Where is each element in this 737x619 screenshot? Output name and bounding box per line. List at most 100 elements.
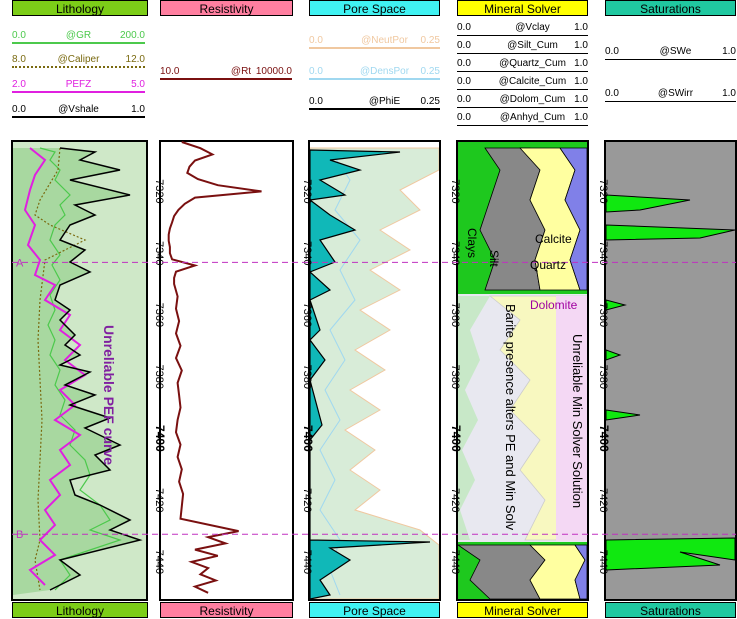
depth-tick-label: 7380 [153, 364, 165, 388]
depth-tick-label: 7420 [153, 488, 165, 512]
resistivity-plot [161, 142, 292, 599]
depth-tick-label: 7400 [153, 425, 167, 452]
lithology-plot [13, 142, 146, 599]
vshale-max: 1.0 [131, 104, 145, 115]
depth-tick-label: 7380 [597, 364, 609, 388]
caliper-min: 8.0 [12, 54, 26, 65]
curve-header-gr: 0.0 @GR 200.0 [12, 30, 145, 44]
depth-tick-label: 7320 [153, 179, 165, 203]
depth-tick-label: 7440 [449, 550, 461, 574]
depth-tick-label: 7440 [597, 550, 609, 574]
gr-min: 0.0 [12, 30, 26, 41]
curve-header-pefz: 2.0 PEFZ 5.0 [12, 79, 145, 93]
min-annotation-right: Unreliable Min Solver Solution [570, 334, 585, 508]
clays-label: Clays [465, 228, 479, 258]
min-annotation-left: Barite presence alters PE and Min Solv [503, 304, 518, 531]
lith-annotation: Unreliable PEF curve [101, 325, 117, 465]
gr-curve [39, 147, 122, 591]
silt-label: Silt [487, 250, 501, 267]
phie-min: 0.0 [309, 96, 323, 107]
depth-tick-label: 7360 [301, 303, 313, 327]
quartz-label: Quartz [530, 258, 566, 272]
phie-name: @PhiE [368, 96, 401, 107]
depth-tick-label: 7360 [153, 303, 165, 327]
mineral-plot [458, 142, 587, 599]
depth-tick-label: 7420 [449, 488, 461, 512]
pefz-name: PEFZ [65, 79, 92, 90]
curve-header-anhyd: 0.0 @Anhyd_Cum 1.0 [457, 112, 588, 126]
footer-saturations: Saturations [605, 602, 736, 618]
swirr-name: @SWirr [657, 88, 694, 99]
footer-mineral-solver: Mineral Solver [457, 602, 588, 618]
silt-name: @Silt_Cum [507, 40, 558, 51]
vclay-min: 0.0 [457, 22, 471, 33]
header-resistivity: Resistivity [160, 0, 293, 16]
pefz-max: 5.0 [131, 79, 145, 90]
dolomite-label: Dolomite [530, 298, 578, 312]
vshale-name: @Vshale [58, 104, 99, 115]
curve-header-vclay: 0.0 @Vclay 1.0 [457, 22, 588, 36]
dolomite-band [556, 296, 587, 541]
footer-lithology: Lithology [12, 602, 148, 618]
silt-max: 1.0 [574, 40, 588, 51]
curve-header-swirr: 0.0 @SWirr 1.0 [605, 88, 736, 102]
frame-saturations [604, 140, 737, 601]
rt-curve [167, 141, 262, 594]
neutpor-min: 0.0 [309, 35, 323, 46]
header-mineral-solver: Mineral Solver [457, 0, 588, 16]
vclay-max: 1.0 [574, 22, 588, 33]
caliper-max: 12.0 [125, 54, 145, 65]
curve-header-rt: 10.0 @Rt 10000.0 [160, 66, 292, 80]
marker-label: B [16, 529, 23, 541]
dolom-name: @Dolom_Cum [499, 94, 566, 105]
denspor-name: @DensPor [359, 66, 410, 77]
rt-max: 10000.0 [255, 66, 292, 77]
rt-name: @Rt [230, 66, 252, 77]
frame-resistivity [159, 140, 294, 601]
swirr-max: 1.0 [722, 88, 736, 99]
quartz-max: 1.0 [574, 58, 588, 69]
anhyd-min: 0.0 [457, 112, 471, 123]
curve-header-caliper: 8.0 @Caliper 12.0 [12, 54, 145, 68]
depth-tick-label: 7400 [597, 425, 611, 452]
frame-pore [308, 140, 441, 601]
vclay-name: @Vclay [515, 22, 550, 33]
header-lithology: Lithology [12, 0, 148, 16]
saturations-plot [606, 142, 735, 599]
pefz-curve [23, 147, 87, 586]
dolom-max: 1.0 [574, 94, 588, 105]
depth-tick-label: 7320 [449, 179, 461, 203]
depth-tick-label: 7360 [449, 303, 461, 327]
caliper-name: @Caliper [57, 54, 100, 65]
calcite-min: 0.0 [457, 76, 471, 87]
pore-plot [310, 142, 439, 599]
calcite-label: Calcite [535, 232, 572, 246]
footer-resistivity: Resistivity [160, 602, 293, 618]
depth-tick-label: 7380 [449, 364, 461, 388]
gr-max: 200.0 [119, 30, 145, 41]
lower-calcite [574, 544, 587, 599]
phie-max: 0.25 [420, 96, 440, 107]
header-pore-space: Pore Space [309, 0, 440, 16]
curve-header-vshale: 0.0 @Vshale 1.0 [12, 104, 145, 118]
depth-tick-label: 7360 [597, 303, 609, 327]
calcite-max: 1.0 [574, 76, 588, 87]
header-saturations: Saturations [605, 0, 736, 16]
denspor-max: 0.25 [420, 66, 440, 77]
curve-header-swe: 0.0 @SWe 1.0 [605, 46, 736, 60]
caliper-curve [34, 147, 87, 591]
quartz-name: @Quartz_Cum [499, 58, 566, 69]
vshale-curve [49, 147, 143, 591]
barite-region-clay [458, 296, 490, 540]
depth-tick-label: 7320 [301, 179, 313, 203]
depth-tick-label: 7340 [597, 241, 609, 265]
swe-max: 1.0 [722, 46, 736, 57]
silt-min: 0.0 [457, 40, 471, 51]
footer-pore-space: Pore Space [309, 602, 440, 618]
curve-header-neutpor: 0.0 @NeutPor 0.25 [309, 35, 440, 49]
marker-label: A [16, 257, 24, 269]
depth-tick-label: 7400 [301, 425, 315, 452]
neutpor-fill [310, 147, 439, 599]
phie-fill [310, 149, 431, 599]
rt-min: 10.0 [160, 66, 180, 77]
